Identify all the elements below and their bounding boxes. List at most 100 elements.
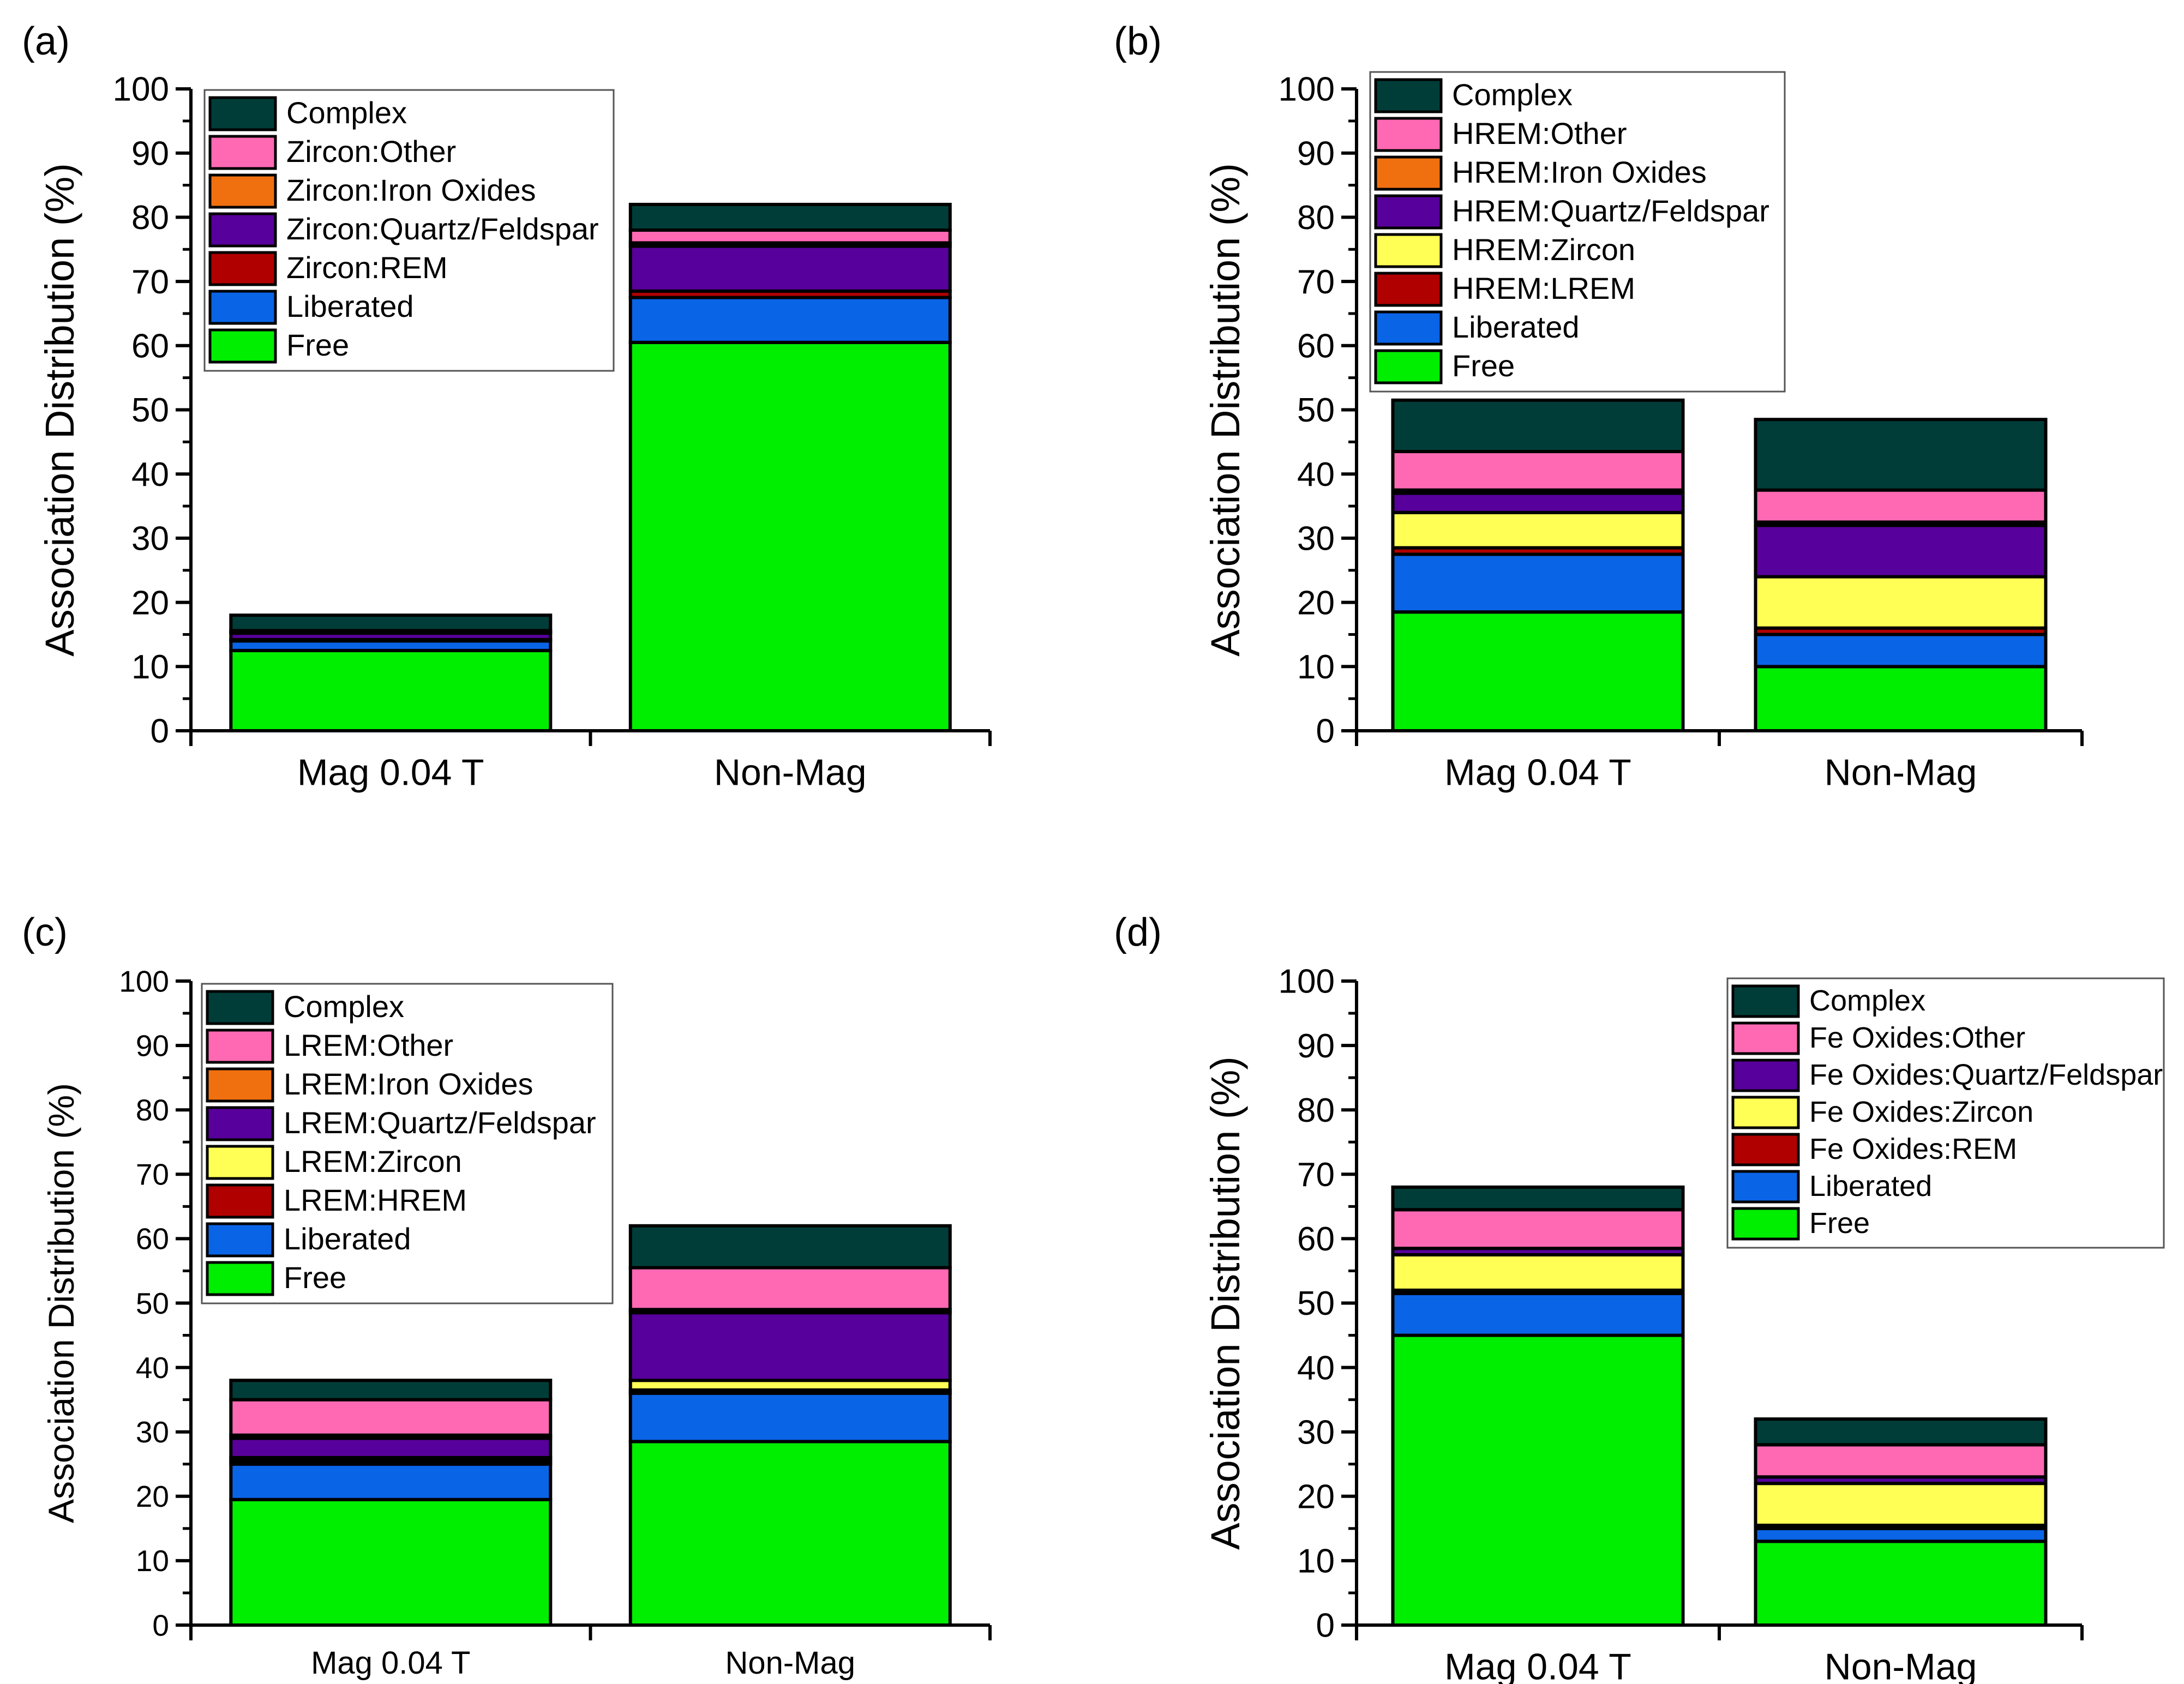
legend-label-complex: Complex [1809,984,1925,1017]
bar-segment-free-mag-0-04-t [229,648,553,733]
legend-swatch-hrem-zircon [1374,233,1443,268]
bar-segment-zircon-quartz-feldspar-non-mag [628,244,952,293]
y-tick-label: 50 [1297,392,1335,429]
legend-label-zircon-quartz-feldspar: Zircon:Quartz/Feldspar [286,212,599,246]
bar-segment-hrem-zircon-non-mag [1754,575,2048,630]
bar-segment-zircon-other-non-mag [628,228,952,245]
y-tick-label: 100 [113,71,169,109]
bar-segment-free-mag-0-04-t [229,1497,553,1627]
y-tick-label: 0 [152,1608,169,1642]
legend-label-complex: Complex [286,95,407,130]
legend-swatch-lrem-other [206,1029,274,1064]
legend-label-free: Free [284,1260,346,1295]
bar-segment-complex-non-mag [1754,1417,2048,1447]
y-tick-label: 30 [131,520,169,558]
legend-swatch-liberated [1731,1170,1800,1204]
legend-swatch-hrem-lrem [1374,272,1443,307]
y-tick-label: 0 [1316,713,1335,750]
legend-label-liberated: Liberated [1809,1170,1932,1202]
y-tick-label: 20 [131,584,169,622]
y-axis-title: Association Distribution (%) [1203,163,1248,657]
y-tick-label: 80 [136,1093,169,1127]
legend-swatch-free [1731,1207,1800,1241]
y-tick-label: 50 [136,1286,169,1320]
chart-panel-b: (b) 0 10 20 30 40 50 60 70 80 90 100 Mag 0.04 T Non-M… [1114,20,2084,793]
y-tick-label: 70 [1297,263,1335,301]
legend-swatch-liberated [206,1222,274,1258]
legend-swatch-zircon-quartz-feldspar [208,212,277,248]
legend-label-fe-oxides-rem: Fe Oxides:REM [1809,1133,2017,1165]
y-tick-label: 60 [136,1222,169,1256]
legend-label-liberated: Liberated [284,1222,411,1256]
chart-panel-a: (a) 0 10 20 30 40 50 60 70 80 90 100 Mag 0.04 T Non-M… [22,20,992,793]
y-tick-label: 80 [131,199,169,237]
legend-swatch-free [206,1261,274,1296]
legend-label-complex: Complex [1452,77,1573,112]
y-tick-label: 10 [1297,648,1335,686]
y-tick-label: 80 [1297,199,1335,237]
panel-label: (d) [1114,911,1162,954]
y-axis-title: Association Distribution (%) [1203,1056,1248,1550]
legend-swatch-fe-oxides-rem [1731,1133,1800,1166]
y-tick-label: 70 [131,263,169,301]
bar-segment-liberated-non-mag [628,296,952,344]
x-category-label-non-mag: Non-Mag [714,751,867,793]
legend-label-fe-oxides-other: Fe Oxides:Other [1809,1021,2025,1054]
x-category-label-non-mag: Non-Mag [1825,751,1977,793]
bar-segment-lrem-quartz-feldspar-non-mag [628,1311,952,1382]
y-tick-label: 40 [1297,456,1335,494]
legend-swatch-lrem-quartz-feldspar [206,1106,274,1141]
bar-segment-liberated-mag-0-04-t [1391,1291,1685,1337]
legend-swatch-hrem-quartz-feldspar [1374,194,1443,230]
bar-segment-fe-oxides-zircon-non-mag [1754,1482,2048,1527]
bar-segment-liberated-mag-0-04-t [1391,552,1685,614]
x-category-label-non-mag: Non-Mag [1825,1646,1977,1684]
bar-segment-hrem-other-non-mag [1754,488,2048,524]
legend-label-lrem-zircon: LREM:Zircon [284,1144,462,1178]
bar-segment-complex-mag-0-04-t [1391,398,1685,453]
legend-label-complex: Complex [284,989,404,1024]
bar-segment-complex-mag-0-04-t [1391,1185,1685,1212]
y-tick-label: 20 [136,1479,169,1513]
x-category-label-mag-0-04-t: Mag 0.04 T [297,751,484,793]
legend-label-free: Free [286,328,349,362]
x-category-label-mag-0-04-t: Mag 0.04 T [1444,751,1631,793]
y-tick-label: 30 [1297,1414,1335,1451]
bar-segment-lrem-other-non-mag [628,1266,952,1312]
legend-label-lrem-quartz-feldspar: LREM:Quartz/Feldspar [284,1105,596,1140]
legend-label-zircon-other: Zircon:Other [286,134,456,169]
legend-label-hrem-other: HREM:Other [1452,116,1627,151]
legend-swatch-free [208,328,277,364]
legend-swatch-fe-oxides-other [1731,1021,1800,1055]
legend-swatch-fe-oxides-zircon [1731,1096,1800,1129]
legend-label-fe-oxides-zircon: Fe Oxides:Zircon [1809,1096,2033,1128]
bar-segment-hrem-other-mag-0-04-t [1391,450,1685,492]
bar-segment-complex-mag-0-04-t [229,614,553,633]
bar-segment-complex-mag-0-04-t [229,1379,553,1402]
y-tick-label: 30 [1297,520,1335,558]
legend-swatch-lrem-hrem [206,1183,274,1219]
x-category-label-mag-0-04-t: Mag 0.04 T [1444,1646,1631,1684]
y-tick-label: 50 [131,392,169,429]
legend-swatch-complex [1731,984,1800,1018]
y-tick-label: 20 [1297,584,1335,622]
legend-label-hrem-iron-oxides: HREM:Iron Oxides [1452,155,1707,189]
legend-label-hrem-lrem: HREM:LREM [1452,271,1635,305]
bar-segment-hrem-quartz-feldspar-mag-0-04-t [1391,491,1685,514]
y-tick-label: 30 [136,1415,169,1449]
panel-label: (b) [1114,20,1162,63]
x-category-label-mag-0-04-t: Mag 0.04 T [311,1645,470,1681]
bar-segment-free-mag-0-04-t [1391,610,1685,733]
legend-swatch-hrem-other [1374,117,1443,152]
y-tick-label: 50 [1297,1285,1335,1322]
bar-segment-liberated-non-mag [1754,633,2048,669]
bar-segment-lrem-other-mag-0-04-t [229,1398,553,1437]
y-tick-label: 40 [131,456,169,494]
y-tick-label: 60 [1297,1220,1335,1258]
y-tick-label: 10 [136,1544,169,1578]
legend-swatch-hrem-iron-oxides [1374,155,1443,191]
y-tick-label: 100 [1279,963,1335,1001]
y-tick-label: 10 [131,648,169,686]
y-tick-label: 0 [151,713,169,750]
